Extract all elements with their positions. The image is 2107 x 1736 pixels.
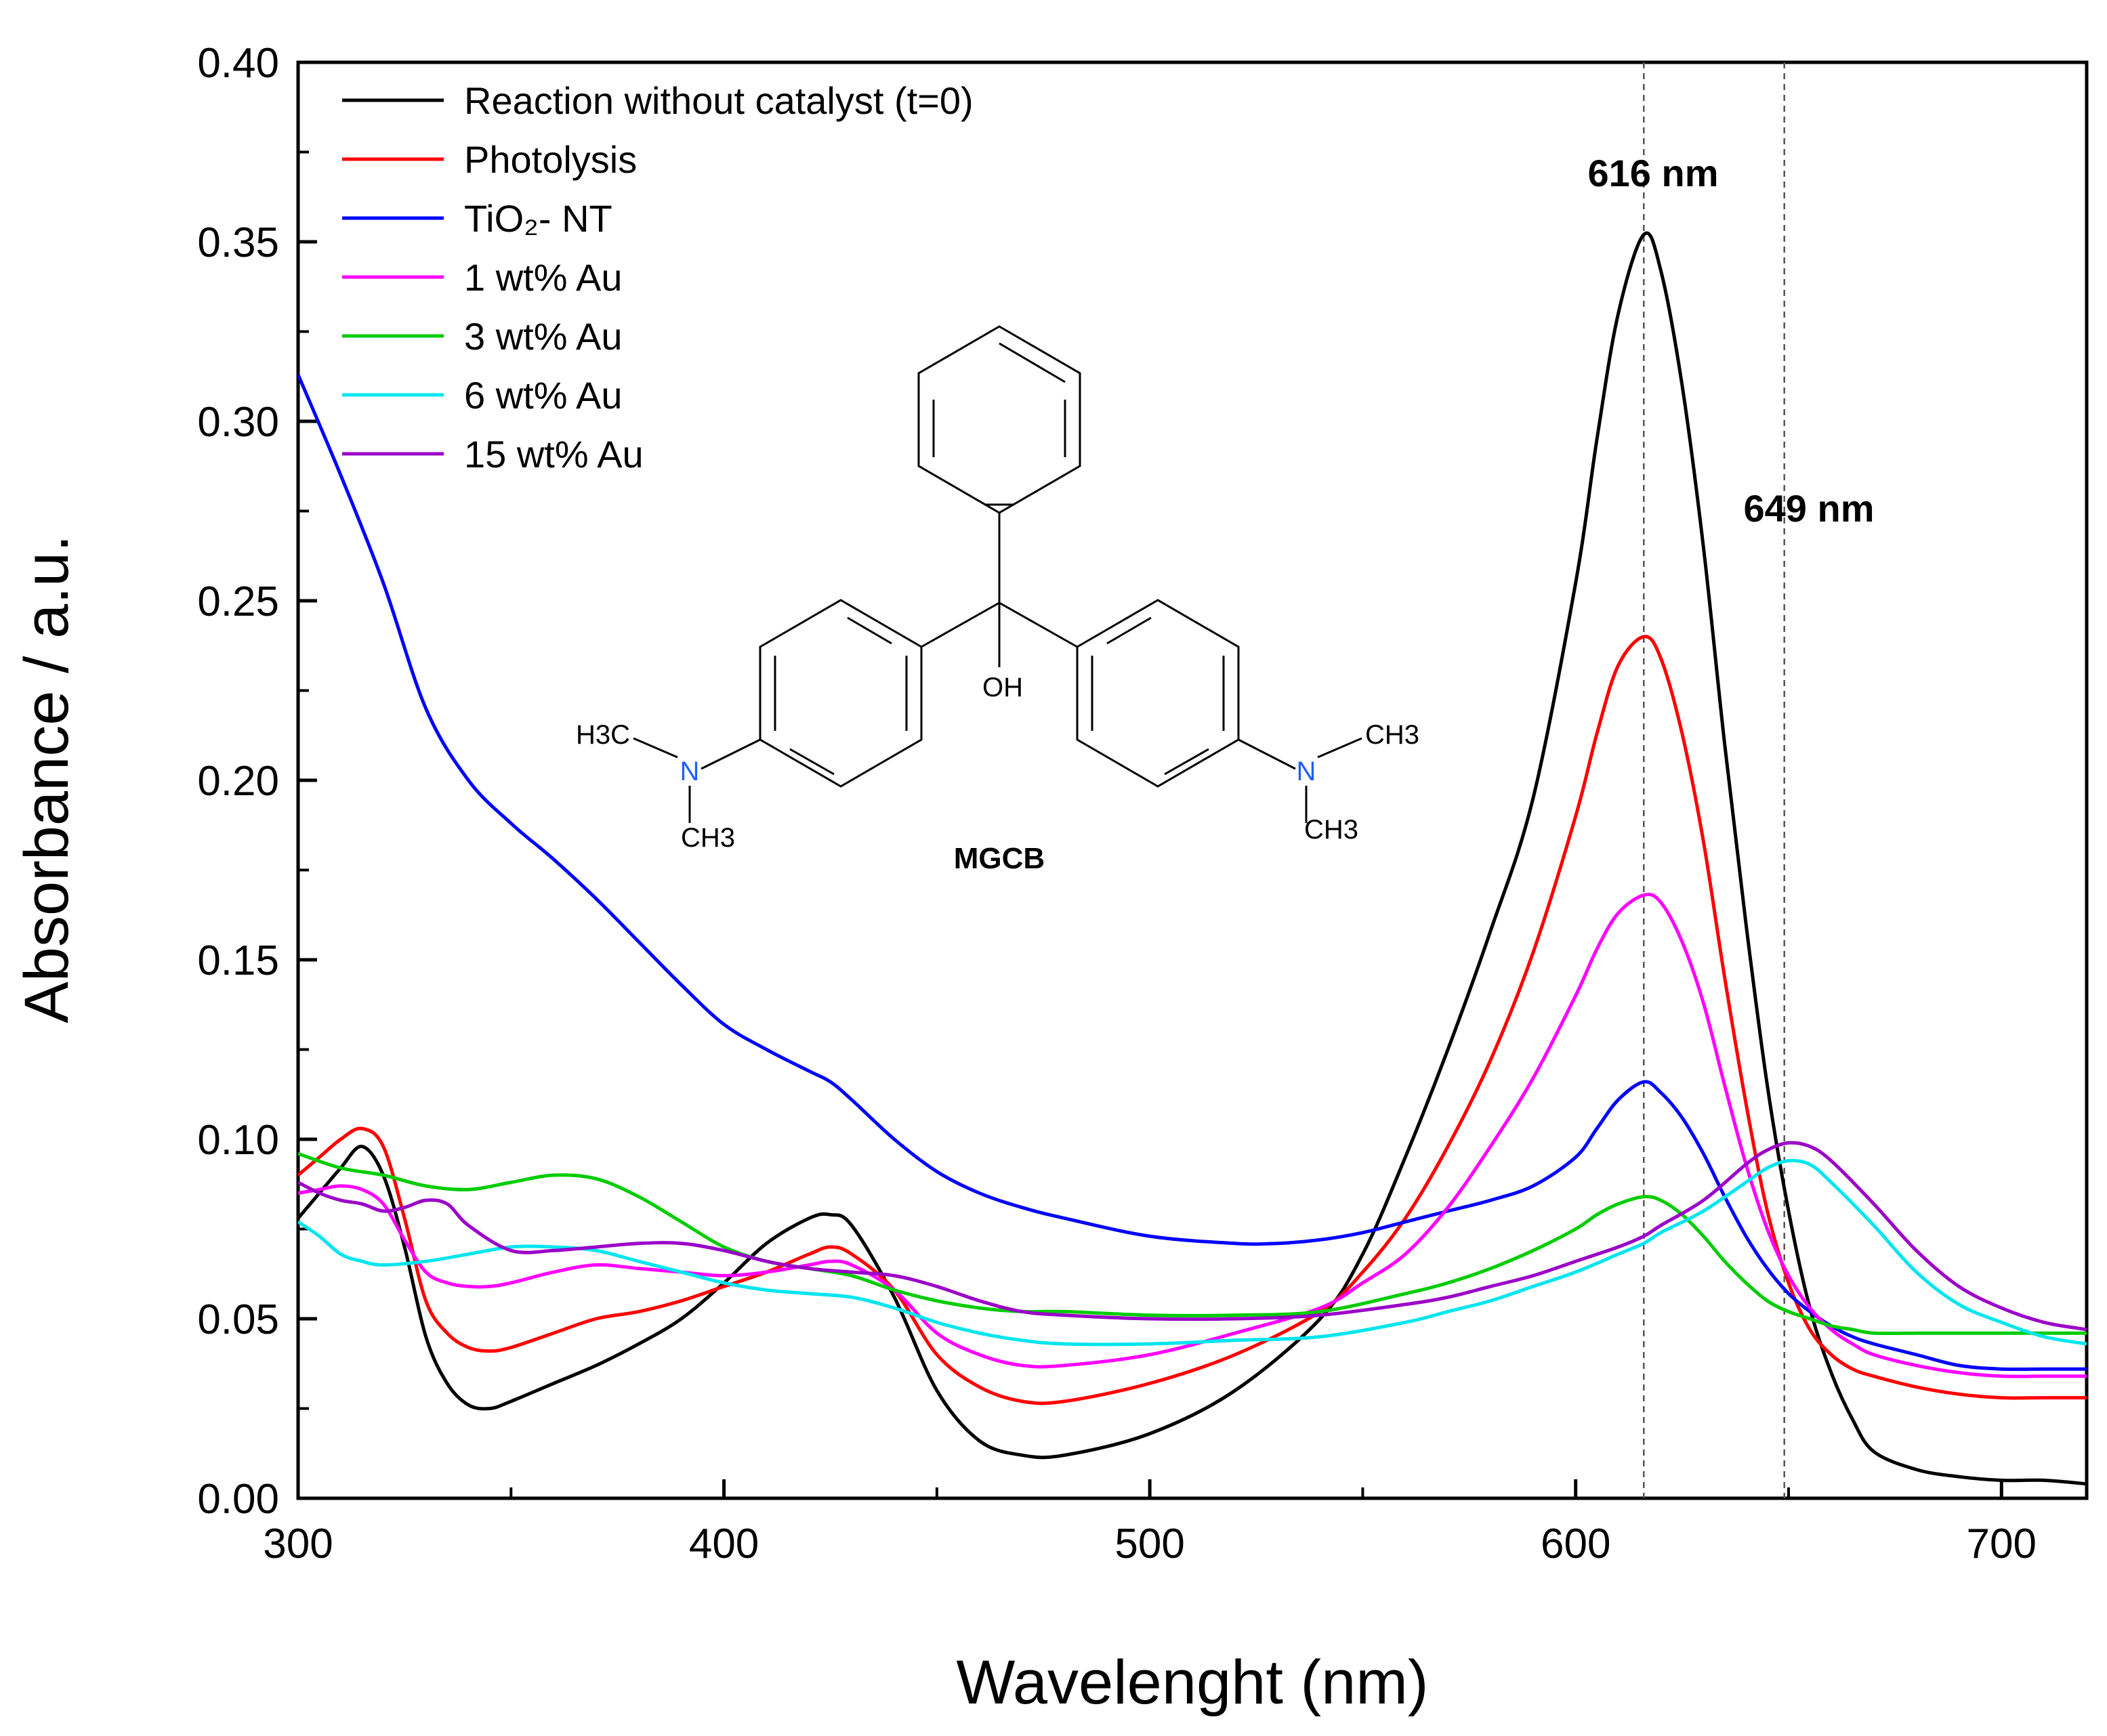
legend-label: Photolysis <box>464 138 637 181</box>
y-tick-label: 0.00 <box>197 1476 279 1523</box>
peak-marker-lines <box>1643 62 1785 1498</box>
right-ch3-top-label: CH3 <box>1365 720 1419 750</box>
molecule-name: MGCB <box>954 842 1045 875</box>
y-tick-label: 0.10 <box>197 1117 279 1164</box>
left-nitrogen-label: N <box>680 757 700 786</box>
legend-label: 1 wt% Au <box>464 256 622 299</box>
mgcb-structure <box>633 325 1362 823</box>
y-tick-label: 0.15 <box>197 937 279 984</box>
peak-label-616: 616 nm <box>1588 152 1719 194</box>
peak-label-649: 649 nm <box>1744 487 1875 530</box>
y-tick-label: 0.05 <box>197 1296 279 1343</box>
x-tick-label: 600 <box>1541 1521 1610 1567</box>
legend: Reaction without catalyst (t=0) Photolysi… <box>342 79 974 475</box>
series-line-6 <box>298 1141 2087 1332</box>
right-nitrogen-label: N <box>1297 757 1316 786</box>
series-line-1 <box>298 635 2087 1405</box>
y-tick-label: 0.30 <box>197 399 279 446</box>
right-ch3-bottom-label: CH3 <box>1304 815 1358 845</box>
y-tick-label: 0.25 <box>197 578 279 625</box>
x-tick-label: 500 <box>1114 1521 1184 1567</box>
series-line-0 <box>298 231 2087 1486</box>
x-axis-ticks: 300 400 500 600 700 <box>263 1479 2037 1567</box>
series-line-4 <box>298 1151 2087 1336</box>
y-tick-label: 0.35 <box>197 219 279 266</box>
series-line-3 <box>298 893 2087 1378</box>
hydroxyl-label: OH <box>982 673 1023 702</box>
x-tick-label: 700 <box>1967 1521 2037 1567</box>
x-axis-title: Wavelenght (nm) <box>956 1648 1428 1717</box>
y-tick-label: 0.20 <box>197 758 279 805</box>
x-tick-label: 400 <box>689 1521 759 1567</box>
legend-label: 15 wt% Au <box>464 433 644 475</box>
legend-label: 6 wt% Au <box>464 374 622 417</box>
left-h3c-label: H3C <box>576 720 630 750</box>
legend-label: Reaction without catalyst (t=0) <box>464 79 974 122</box>
series-line-2 <box>298 374 2087 1372</box>
legend-label: TiO₂- NT <box>464 197 612 240</box>
y-axis-title: Absorbance / a.u. <box>12 534 81 1023</box>
series-layer <box>298 231 2087 1486</box>
left-ch3-label: CH3 <box>681 823 735 853</box>
series-line-5 <box>298 1159 2087 1347</box>
y-tick-label: 0.40 <box>197 40 279 87</box>
legend-label: 3 wt% Au <box>464 315 622 358</box>
x-tick-label: 300 <box>263 1521 333 1567</box>
y-axis-ticks: 0.00 0.05 0.10 0.15 0.20 0.25 0.30 0.35 0.40 <box>197 40 317 1523</box>
